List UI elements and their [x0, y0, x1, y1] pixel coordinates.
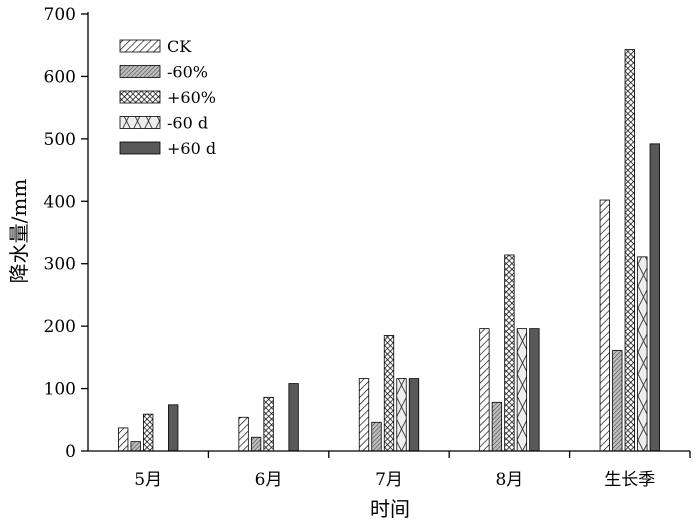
legend-swatch [119, 39, 161, 53]
bar-CK-2 [358, 378, 370, 452]
bar-60d-4 [649, 143, 660, 452]
bar-CK-1 [238, 416, 249, 452]
legend-swatch [119, 90, 161, 104]
bar-60-4 [624, 49, 635, 452]
x-tick-label: 6月 [255, 470, 283, 490]
y-tick-label: 0 [65, 442, 76, 462]
legend-swatch [119, 65, 161, 78]
legend-label: -60% [167, 63, 208, 82]
bar-60d-2 [408, 378, 420, 452]
bar-60-2 [371, 421, 382, 452]
bar-60-3 [504, 254, 515, 452]
legend-label: +60% [167, 88, 216, 107]
bar-60-2 [383, 335, 395, 452]
x-ticks: 5月 6月 7月 8月 生长季 [134, 451, 691, 490]
bar-60-0 [143, 413, 154, 452]
y-ticks: 0 100 200 300 400 500 600 700 [44, 5, 88, 462]
y-tick-label: 300 [44, 255, 76, 275]
bar-60-1 [263, 396, 274, 452]
bar-60-4 [612, 350, 623, 452]
bar-60-3 [491, 401, 503, 452]
bar-60-1 [250, 436, 262, 452]
legend-label: -60 d [167, 114, 208, 133]
y-tick-label: 500 [44, 130, 76, 150]
y-tick-label: 700 [44, 5, 76, 25]
bar-CK-3 [479, 328, 490, 452]
y-tick-label: 100 [44, 380, 76, 400]
bar-60d-1 [288, 383, 299, 452]
x-axis-title: 时间 [370, 497, 410, 521]
legend: CK -60% +60% -60 d +60 d [119, 37, 216, 158]
bar-CK-4 [599, 199, 610, 452]
legend-swatch [119, 116, 161, 129]
bar-60d-3 [529, 328, 540, 452]
bar-60d-4 [637, 256, 648, 452]
x-tick-label: 7月 [375, 470, 403, 490]
legend-label: CK [167, 37, 192, 56]
y-tick-label: 200 [44, 317, 76, 337]
y-tick-label: 600 [44, 67, 76, 87]
x-tick-label: 生长季 [604, 470, 655, 490]
bar-CK-0 [118, 427, 129, 452]
axes [87, 12, 690, 452]
bar-60-0 [130, 441, 141, 452]
x-tick-label: 8月 [495, 470, 523, 490]
bars-group [118, 49, 660, 452]
bar-60d-0 [168, 404, 179, 452]
legend-swatch [119, 141, 161, 155]
y-axis-title: 降水量/mm [7, 179, 31, 284]
bar-60d-2 [396, 378, 407, 452]
legend-label: +60 d [167, 139, 216, 158]
y-tick-label: 400 [44, 192, 76, 212]
x-tick-label: 5月 [134, 470, 162, 490]
bar-60d-3 [516, 328, 528, 452]
